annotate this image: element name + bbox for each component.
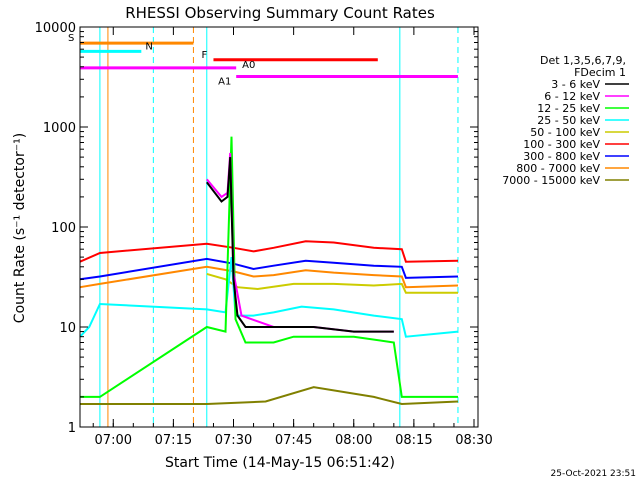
x-tick-label: 07:45	[275, 433, 312, 448]
y-tick-label: 1	[68, 421, 76, 436]
plot-frame	[79, 26, 479, 428]
annotation-label-a1: A1	[218, 76, 231, 87]
series-line-100-300-kev	[79, 240, 459, 263]
series-line-50-100-kev	[206, 272, 458, 294]
series-line-300-800-kev	[79, 257, 459, 281]
y-axis-label: Count Rate (s⁻¹ detector⁻¹)	[12, 133, 28, 323]
x-axis-label: Start Time (14-May-15 06:51:42)	[165, 455, 395, 471]
legend-label-7000-15000-kev: 7000 - 15000 keV	[502, 174, 600, 187]
series-line-800-7000-kev	[79, 265, 459, 289]
x-tick-label: 07:30	[215, 433, 252, 448]
legend-label-25-50-kev: 25 - 50 keV	[537, 114, 600, 127]
legend-label-50-100-kev: 50 - 100 keV	[530, 126, 600, 139]
legend-label-12-25-kev: 12 - 25 keV	[537, 102, 600, 115]
series-line-25-50-kev	[79, 256, 459, 338]
timestamp: 25-Oct-2021 23:51	[551, 469, 636, 479]
x-tick-label: 07:15	[155, 433, 192, 448]
x-tick-label: 07:00	[95, 433, 132, 448]
series-line-12-25-kev	[80, 136, 458, 398]
legend-label-6-12-kev: 6 - 12 keV	[544, 90, 600, 103]
x-tick-label: 08:15	[395, 433, 432, 448]
y-tick-label: 10000	[35, 21, 76, 36]
y-tick-label: 10	[59, 321, 76, 336]
legend-label-800-7000-kev: 800 - 7000 keV	[516, 162, 600, 175]
series-line-7000-15000-kev	[80, 386, 459, 406]
y-tick-label: 100	[51, 221, 76, 236]
svg-text:Count Rate (s⁻¹ detector⁻¹): Count Rate (s⁻¹ detector⁻¹)	[12, 133, 28, 323]
y-tick-label: 1000	[43, 121, 76, 136]
series-line-3-6-kev	[206, 157, 394, 333]
annotation-label-s: S	[68, 33, 74, 44]
plot-area: S N F A0 A1 07:00 07:15 07:30 07:45 08:00 08:15 08:…	[35, 21, 493, 448]
x-tick-label: 08:30	[455, 433, 492, 448]
annotation-label-n: N	[145, 41, 152, 52]
legend-label-3-6-kev: 3 - 6 keV	[551, 78, 600, 91]
annotation-label-a0: A0	[242, 60, 255, 71]
legend-header: Det 1,3,5,6,7,9,	[540, 54, 626, 67]
x-tick-label: 08:00	[335, 433, 372, 448]
legend-label-100-300-kev: 100 - 300 keV	[523, 138, 600, 151]
chart-title: RHESSI Observing Summary Count Rates	[125, 4, 435, 22]
legend-label-300-800-kev: 300 - 800 keV	[523, 150, 600, 163]
legend-header: FDecim 1	[574, 66, 626, 79]
annotation-label-f: F	[201, 50, 207, 61]
